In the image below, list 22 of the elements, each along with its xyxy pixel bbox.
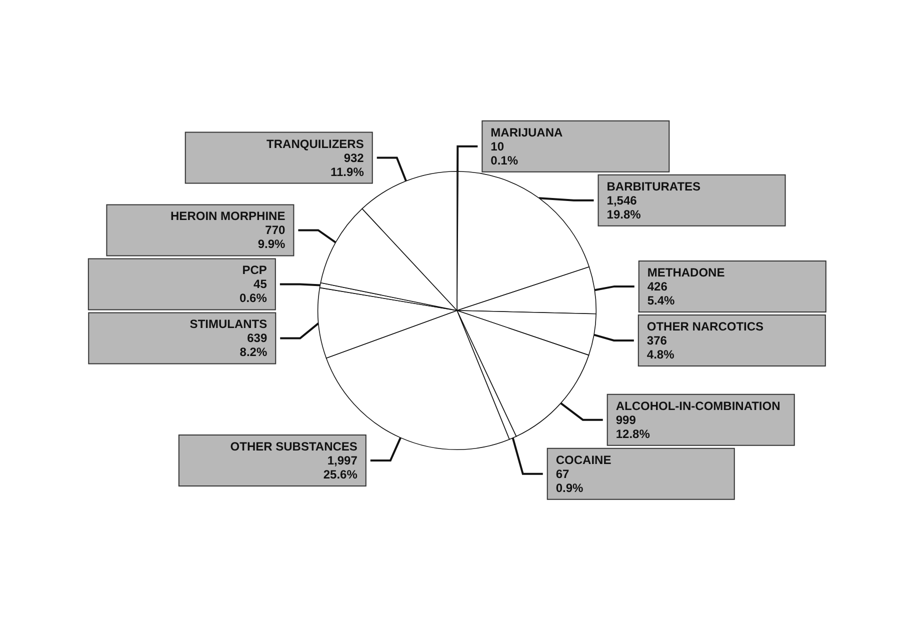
data-label: 45 0.6% — [240, 277, 268, 306]
data-label: 770 9.9% — [258, 223, 286, 252]
data-label: 1,546 19.8% — [606, 193, 642, 222]
data-label: 376 4.8% — [646, 333, 675, 362]
data-label: 426 5.4% — [647, 279, 676, 308]
slice-label: METHADONE — [647, 265, 725, 280]
slice-label: ALCOHOL-IN-COMBINATION — [616, 398, 780, 413]
data-label: 639 8.2% — [240, 331, 268, 360]
slice-label: COCAINE — [556, 452, 612, 467]
slice-label: OTHER NARCOTICS — [646, 319, 764, 334]
slice-label: PCP — [242, 263, 267, 278]
data-label: 932 11.9% — [330, 150, 364, 179]
slice-label: TRANQUILIZERS — [266, 136, 364, 151]
slice-label: BARBITURATES — [606, 179, 701, 194]
data-label: 1,997 25.6% — [323, 454, 358, 482]
slice-label: HEROIN MORPHINE — [170, 209, 286, 224]
slice-label: OTHER SUBSTANCES — [230, 440, 358, 454]
slice-label: STIMULANTS — [190, 317, 268, 332]
data-label: 67 0.9% — [556, 466, 584, 495]
data-label: 999 12.8% — [616, 412, 650, 441]
slice-label: MARIJUANA — [490, 125, 563, 140]
data-label: 10 0.1% — [490, 139, 518, 168]
